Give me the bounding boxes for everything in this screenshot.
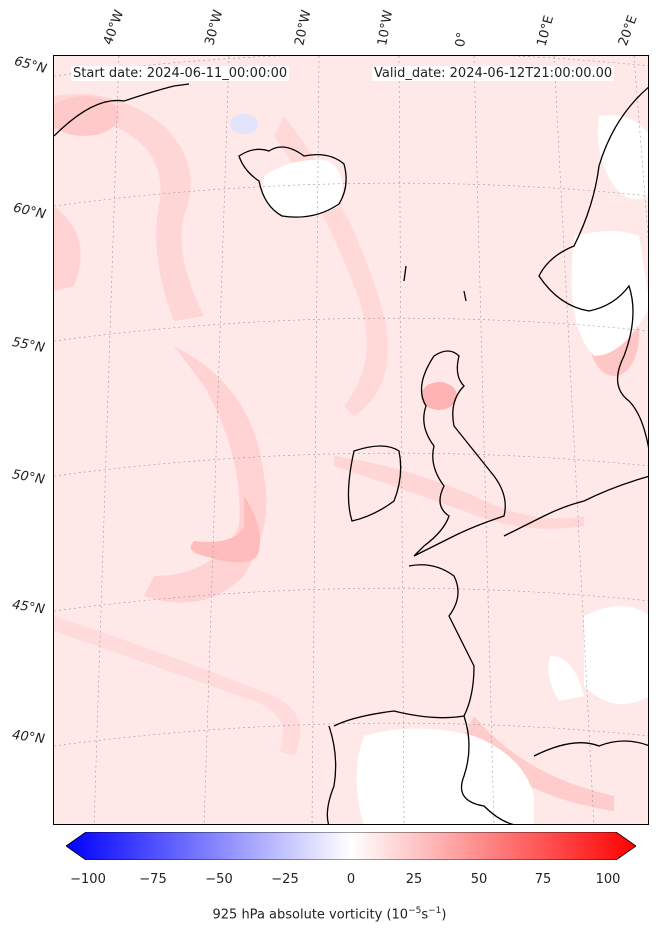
colorbar-label: 925 hPa absolute vorticity (10−5s−1) [0, 906, 659, 922]
lat-label-45n: 45°N [11, 597, 46, 618]
north-europe-coast [503, 475, 648, 537]
lon-label-10e: 10°E [534, 13, 558, 49]
colorbar-tick: −25 [271, 872, 299, 887]
lat-label-50n: 50°N [10, 467, 46, 488]
vorticity-field [54, 56, 648, 824]
colorbar-gradient [66, 832, 636, 860]
colorbar-tick: −100 [70, 872, 106, 887]
colorbar-tick: 0 [346, 872, 356, 887]
mediterranean-coast [533, 740, 648, 757]
lon-label-20e: 20°E [615, 13, 641, 49]
coastlines [54, 83, 648, 824]
lat-label-55n: 55°N [10, 335, 46, 356]
greenland-coast [54, 83, 190, 137]
colorbar-tick: −75 [139, 872, 167, 887]
iceland-coast [238, 146, 347, 218]
map-panel [53, 55, 649, 825]
colorbar-label-text: 925 hPa absolute vorticity (10 [212, 907, 409, 923]
iberia-north-coast [333, 710, 514, 824]
start-date-label: Start date: 2024-06-11_00:00:00 [71, 66, 290, 81]
near-zero-areas [263, 115, 648, 824]
lon-label-0: 0° [453, 31, 471, 48]
lon-label-30w: 30°W [202, 8, 227, 47]
colorbar-tick: 75 [534, 872, 552, 887]
great-britain-coast [413, 350, 506, 557]
colorbar-label-exp1: −5 [408, 906, 422, 916]
lon-label-10w: 10°W [375, 9, 397, 48]
colorbar-label-end: ) [441, 907, 447, 923]
france-coast [408, 564, 475, 717]
colorbar-tick: 100 [595, 872, 621, 887]
valid-date-label: Valid_date: 2024-06-12T21:00:00.00 [372, 66, 615, 81]
iberia-west-coast [326, 725, 337, 824]
colorbar-tick: 25 [405, 872, 423, 887]
colorbar-tick: −50 [205, 872, 233, 887]
colorbar-tick: 50 [470, 872, 488, 887]
colorbar-label-exp2: −1 [428, 906, 442, 916]
lat-label-65n: 65°N [12, 54, 49, 77]
ireland-coast [347, 445, 402, 522]
lat-label-60n: 60°N [11, 200, 48, 223]
colorbar [66, 832, 636, 860]
lon-label-40w: 40°W [100, 8, 128, 47]
vorticity-map [54, 56, 648, 824]
colorbar-label-mid: s [421, 907, 429, 923]
scandinavia-coast [538, 86, 648, 449]
lon-label-20w: 20°W [292, 8, 315, 47]
lat-label-40n: 40°N [11, 727, 46, 748]
faroe-shetland [403, 265, 467, 302]
